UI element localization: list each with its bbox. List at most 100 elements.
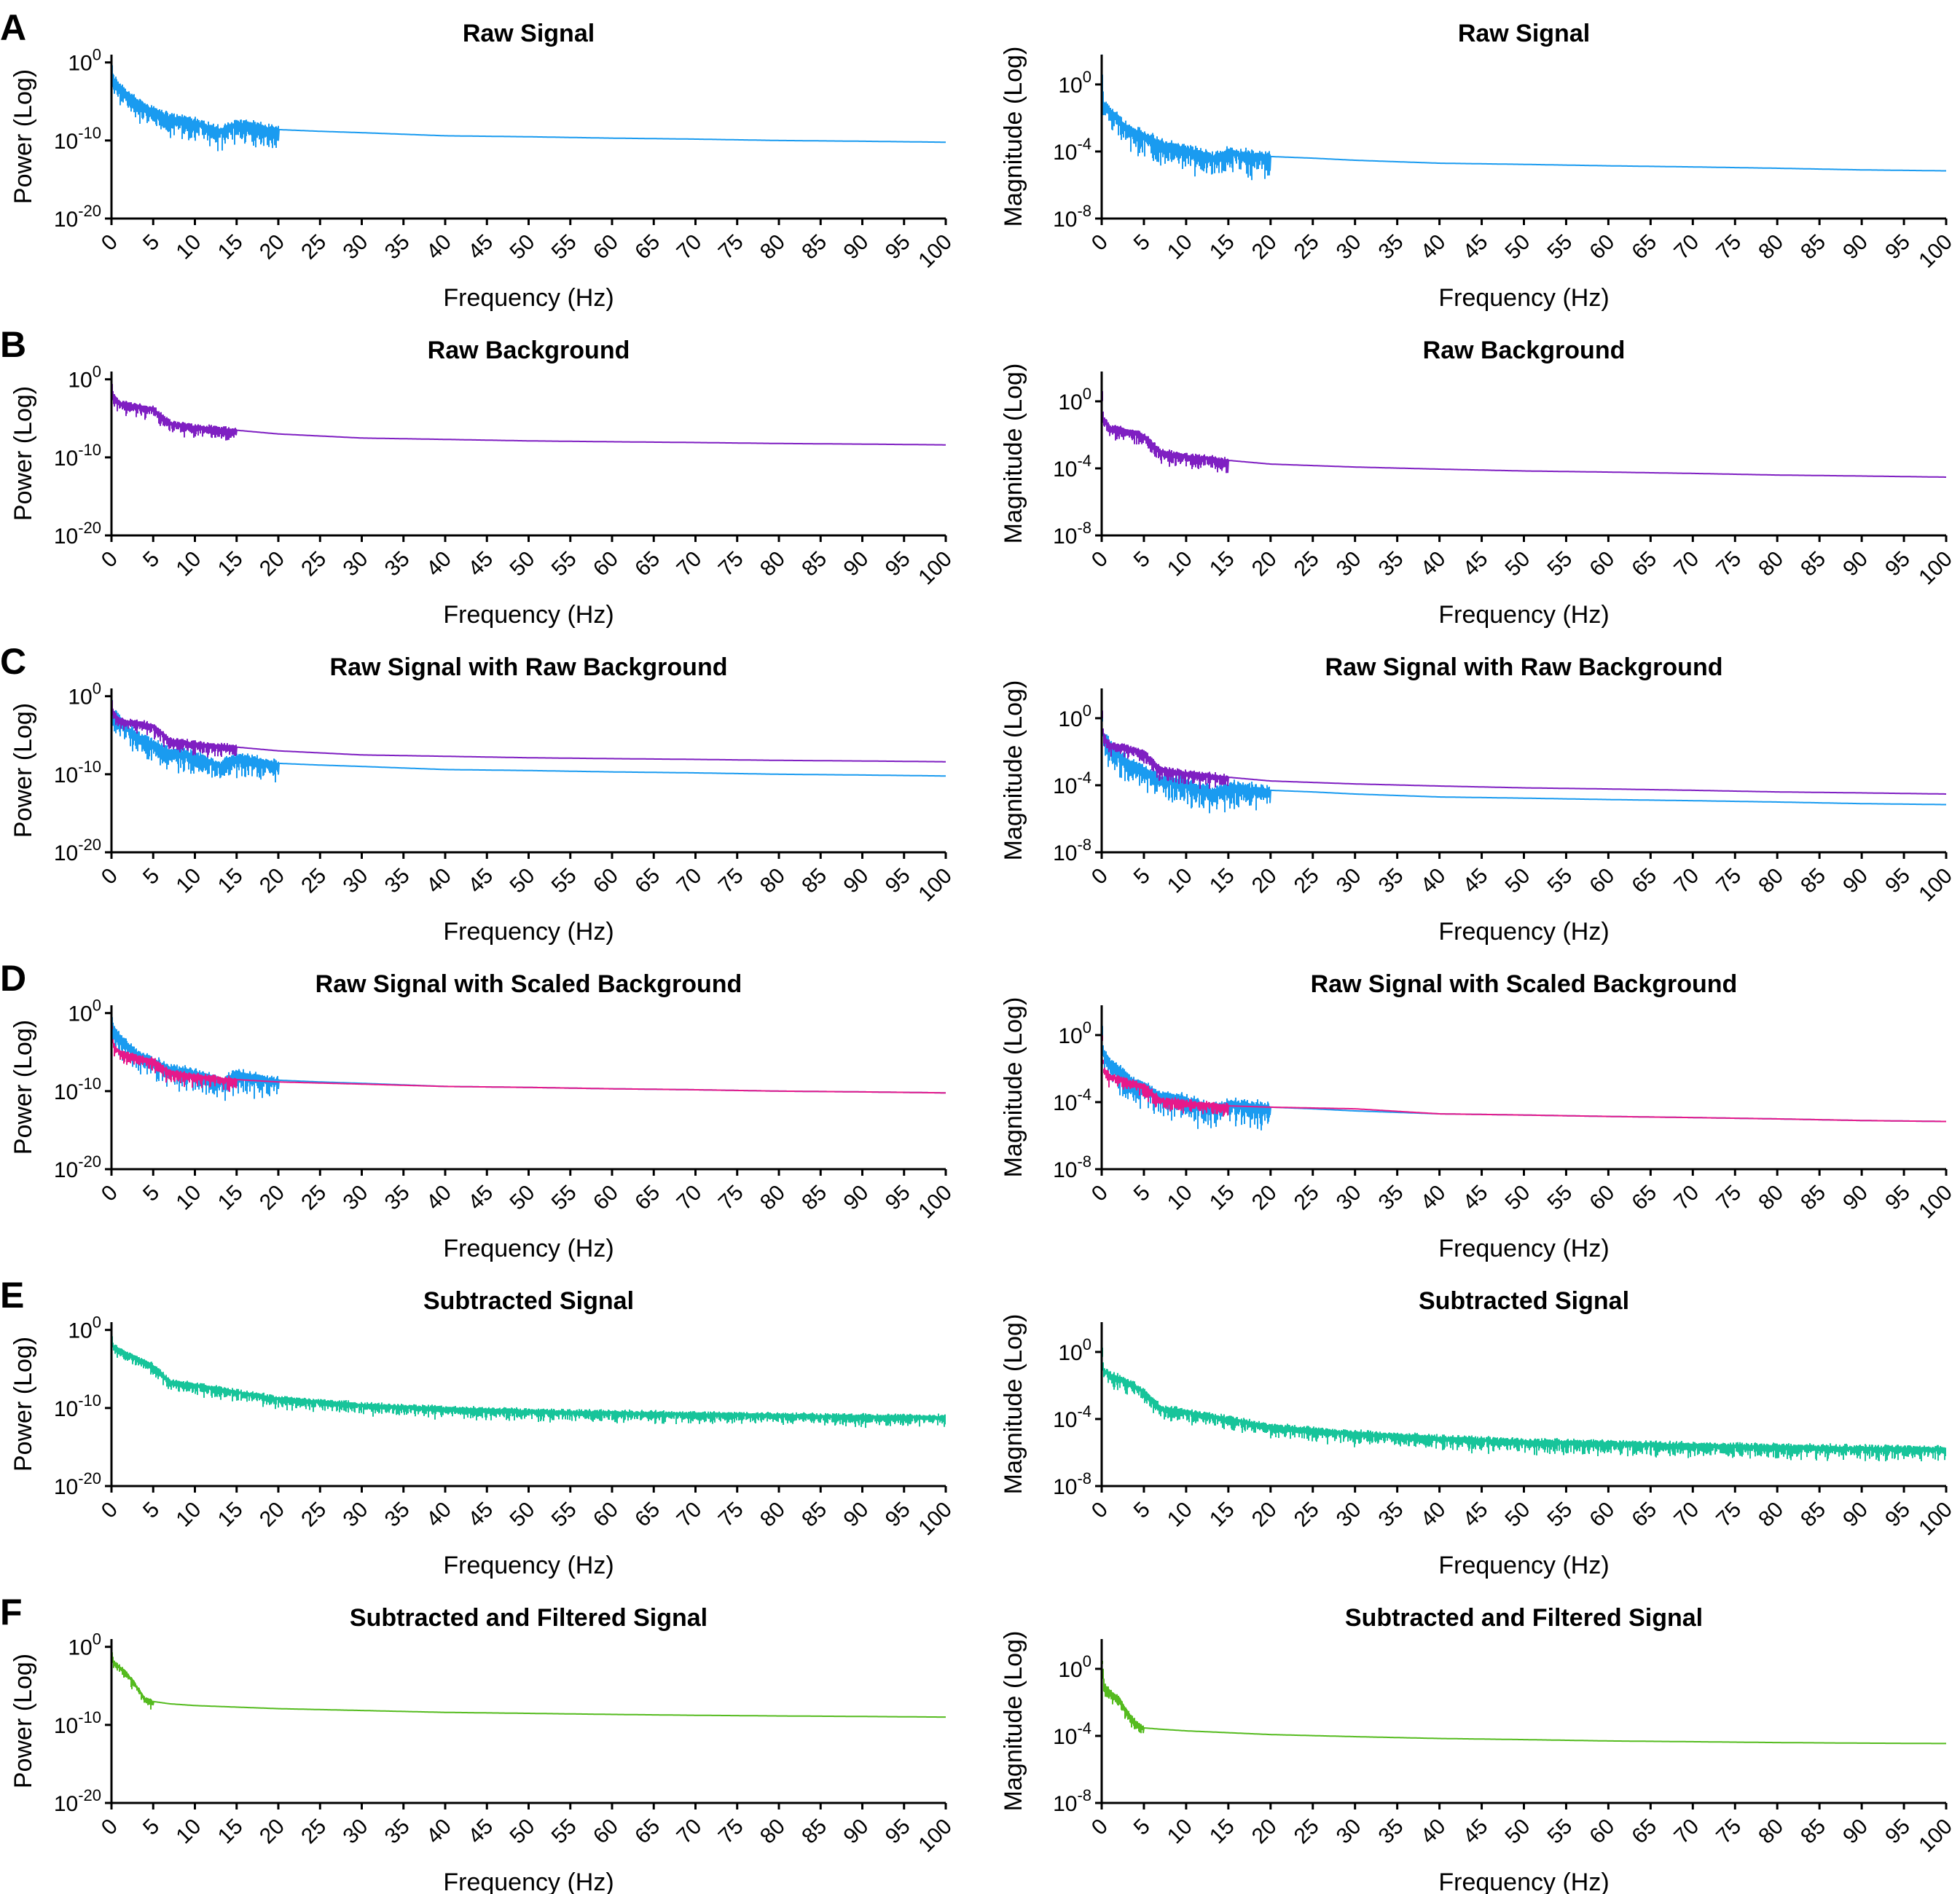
x-tick-label: 5	[138, 1498, 164, 1523]
y-tick-exponent: -20	[78, 202, 101, 220]
y-tick-exponent: 0	[1083, 68, 1091, 86]
chart-a-right: Raw Signal Magnitude (Log) Frequency (Hz) 1…	[1000, 20, 1957, 312]
x-tick-label: 30	[1332, 547, 1366, 581]
plot-area	[1102, 690, 1946, 814]
x-tick-label: 20	[255, 547, 289, 581]
x-tick-label: 40	[1416, 547, 1451, 581]
axis-lines	[110, 372, 946, 537]
x-tick-label: 60	[589, 230, 623, 264]
x-tick-label: 60	[589, 547, 623, 581]
x-tick-label: 5	[1129, 864, 1155, 889]
x-tick-label: 85	[797, 230, 831, 264]
x-tick-label: 60	[1585, 230, 1619, 264]
chart-title: Raw Background	[428, 337, 630, 364]
x-tick-label: 95	[881, 864, 915, 898]
x-tick-label: 10	[172, 1181, 206, 1215]
x-tick-label: 95	[1881, 1815, 1915, 1849]
x-tick-label: 20	[255, 1181, 289, 1215]
x-tick-label: 35	[1374, 547, 1408, 581]
x-tick-label: 30	[339, 1815, 373, 1849]
plot-area	[1102, 376, 1946, 478]
y-tick-exponent: -20	[78, 1152, 101, 1171]
x-tick-label: 20	[255, 1498, 289, 1532]
y-tick-exponent: -8	[1077, 1469, 1091, 1488]
y-tick-exponent: -4	[1077, 1085, 1091, 1104]
x-tick-label: 85	[797, 1815, 831, 1849]
x-tick-label: 20	[255, 230, 289, 264]
x-tick-label: 65	[630, 864, 665, 898]
y-tick-label: 10-8	[1053, 1469, 1091, 1499]
x-tick-label: 25	[297, 1815, 331, 1849]
x-tick-label: 30	[339, 1498, 373, 1532]
y-tick-exponent: -8	[1077, 1786, 1091, 1804]
panel-letter-b: B	[0, 324, 26, 365]
plot-area	[111, 1331, 946, 1429]
plot-area	[111, 1012, 946, 1101]
x-tick-label: 95	[881, 547, 915, 581]
x-tick-label: 55	[547, 1815, 581, 1849]
y-axis-label: Magnitude (Log)	[1000, 364, 1027, 544]
x-tick-label: 70	[1669, 1815, 1704, 1849]
y-tick-label: 10-20	[54, 1152, 101, 1182]
x-tick-label: 70	[1669, 230, 1704, 264]
y-tick-label: 10-8	[1053, 519, 1091, 549]
y-tick-label: 10-10	[54, 441, 101, 471]
y-axis-label: Magnitude (Log)	[1000, 997, 1027, 1178]
x-tick-label: 85	[1796, 864, 1830, 898]
x-tick-label: 35	[1374, 1815, 1408, 1849]
series-raw-background-line	[111, 379, 946, 446]
panel-letters: A B C D E F	[0, 7, 26, 1632]
x-tick-label: 0	[97, 230, 122, 256]
x-tick-label: 30	[1332, 230, 1366, 264]
x-tick-label: 70	[1669, 547, 1704, 581]
x-axis-label: Frequency (Hz)	[1438, 284, 1609, 312]
x-tick-label: 80	[756, 230, 790, 264]
x-tick-label: 45	[1459, 547, 1493, 581]
x-tick-label: 40	[422, 1815, 456, 1849]
y-tick-exponent: 0	[1083, 385, 1091, 403]
x-tick-label: 65	[630, 1181, 665, 1215]
x-tick-label: 0	[97, 1181, 122, 1206]
x-tick-label: 35	[1374, 1181, 1408, 1215]
x-axis-label: Frequency (Hz)	[1438, 1552, 1609, 1579]
x-tick-label: 85	[797, 864, 831, 898]
y-tick-exponent: 0	[1083, 1652, 1091, 1670]
chart-title: Subtracted Signal	[1419, 1287, 1629, 1315]
x-axis-label: Frequency (Hz)	[1438, 1235, 1609, 1262]
x-tick-label: 95	[1881, 864, 1915, 898]
x-tick-label: 75	[714, 230, 748, 264]
x-tick-label: 5	[1129, 1498, 1155, 1523]
y-tick-exponent: -8	[1077, 1152, 1091, 1171]
y-tick-exponent: 0	[93, 363, 101, 381]
x-tick-label: 75	[714, 547, 748, 581]
x-tick-label: 10	[172, 547, 206, 581]
x-tick-label: 10	[172, 1815, 206, 1849]
y-tick-label: 100	[68, 363, 101, 393]
chart-d-left: Raw Signal with Scaled Background Power (…	[9, 970, 957, 1262]
y-tick-label: 10-4	[1053, 1719, 1091, 1749]
y-tick-label: 10-4	[1053, 769, 1091, 798]
y-tick-exponent: -8	[1077, 202, 1091, 220]
x-tick-label: 100	[1914, 1815, 1957, 1858]
x-tick-label: 100	[1914, 864, 1957, 907]
x-tick-label: 90	[839, 230, 874, 264]
x-tick-label: 10	[1163, 864, 1197, 898]
x-tick-label: 90	[1838, 1815, 1873, 1849]
y-tick-label: 10-10	[54, 124, 101, 154]
series-raw-background-line	[111, 695, 946, 763]
x-tick-label: 55	[1542, 1181, 1577, 1215]
panel-letter-d: D	[0, 958, 26, 999]
x-tick-label: 60	[589, 1181, 623, 1215]
x-tick-label: 5	[138, 230, 164, 256]
x-tick-label: 30	[1332, 1498, 1366, 1532]
y-tick-label: 10-4	[1053, 1402, 1091, 1432]
x-tick-label: 0	[1087, 1181, 1113, 1206]
series-raw-background-line	[1102, 691, 1946, 795]
y-tick-exponent: -8	[1077, 836, 1091, 854]
x-tick-label: 90	[1838, 864, 1873, 898]
x-tick-label: 60	[589, 1815, 623, 1849]
x-tick-label: 40	[1416, 864, 1451, 898]
x-tick-label: 95	[1881, 1181, 1915, 1215]
x-axis-label: Frequency (Hz)	[1438, 601, 1609, 629]
x-tick-label: 50	[1501, 864, 1535, 898]
